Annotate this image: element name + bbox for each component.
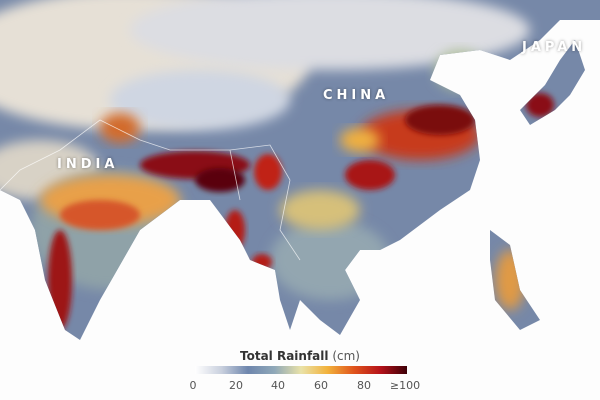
label-india: INDIA: [57, 157, 119, 172]
legend-tick: ≥100: [389, 379, 421, 392]
legend-unit: (cm): [332, 349, 360, 363]
legend-colorbar: [195, 366, 407, 374]
legend-tick: 0: [189, 379, 197, 392]
label-china: CHINA: [323, 88, 390, 103]
legend-tick: 40: [271, 379, 285, 392]
label-japan: JAPAN: [522, 40, 587, 55]
legend-title: Total Rainfall (cm): [0, 349, 600, 363]
border-lines: [0, 119, 301, 261]
legend-tick: 20: [229, 379, 243, 392]
legend-tick: 60: [314, 379, 328, 392]
legend-tick: 80: [357, 379, 371, 392]
legend-title-text: Total Rainfall: [240, 349, 329, 363]
